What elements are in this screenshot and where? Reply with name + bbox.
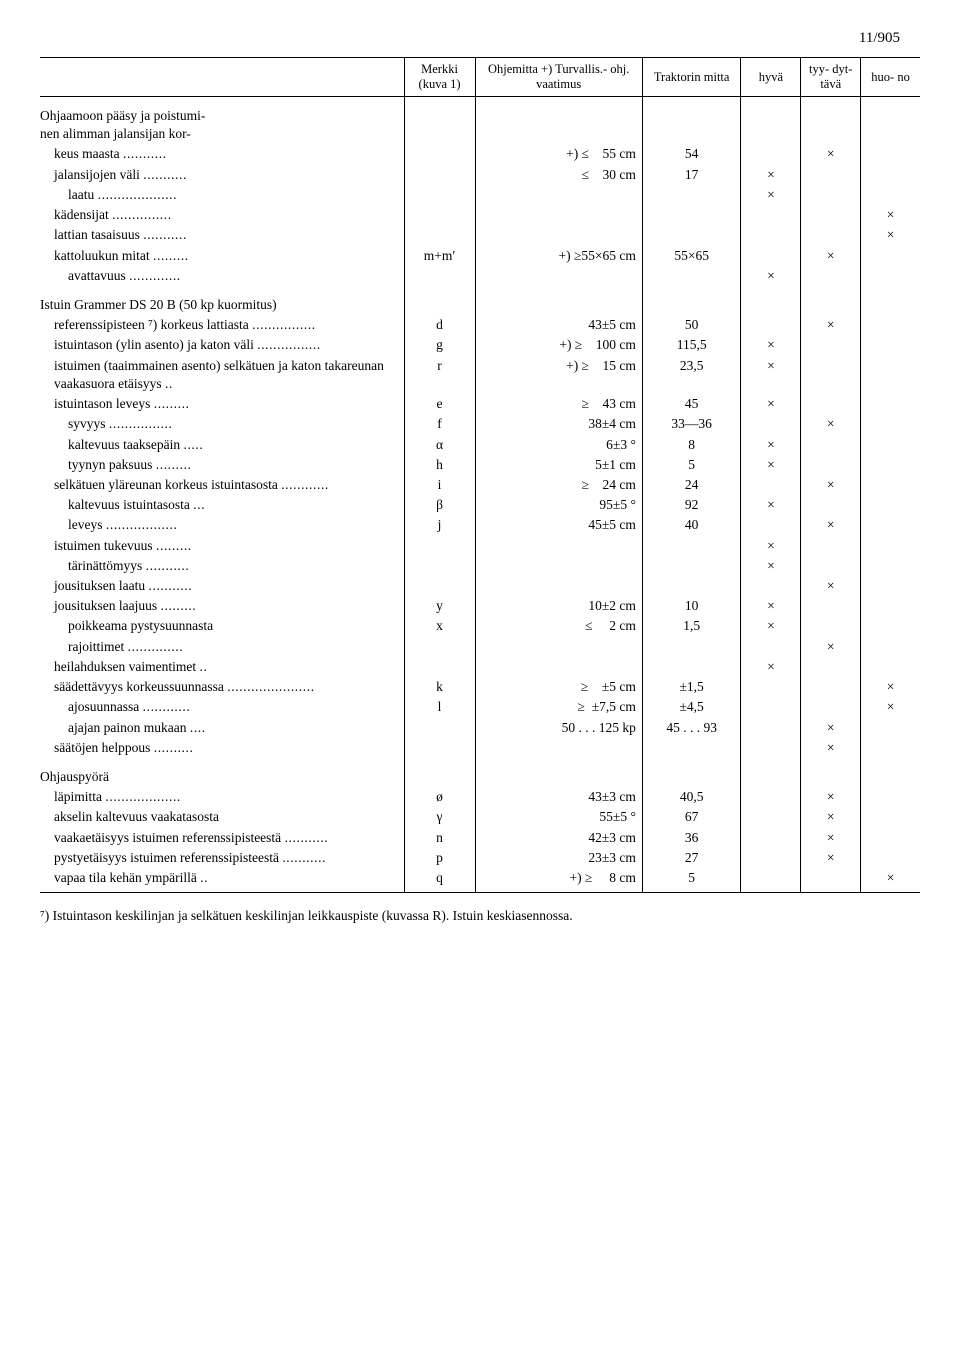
header-ohjemitta: Ohjemitta +) Turvallis.- ohj. vaatimus	[475, 58, 642, 97]
table-row: pystyetäisyys istuimen referenssipistees…	[40, 848, 920, 868]
table-row: vapaa tila kehän ympärillä ..q+) ≥ 8 cm5…	[40, 868, 920, 893]
table-row: säätöjen helppous ..........×	[40, 738, 920, 758]
table-row: selkätuen yläreunan korkeus istuintasost…	[40, 475, 920, 495]
footnote: ⁷) Istuintason keskilinjan ja selkätuen …	[40, 907, 920, 925]
table-row: istuintason leveys .........e≥ 43 cm45×	[40, 394, 920, 414]
table-row: lattian tasaisuus ...........×	[40, 225, 920, 245]
table-row: kattoluukun mitat .........m+m′+) ≥55×65…	[40, 246, 920, 266]
page-number: 11/905	[40, 30, 900, 47]
table-row: ajosuunnassa ............l≥ ±7,5 cm±4,5×	[40, 697, 920, 717]
table-row: tyynyn paksuus .........h5±1 cm5×	[40, 455, 920, 475]
table-row: heilahduksen vaimentimet ..×	[40, 657, 920, 677]
table-row: istuimen tukevuus .........×	[40, 536, 920, 556]
table-row: vaakaetäisyys istuimen referenssipistees…	[40, 828, 920, 848]
header-huono: huo- no	[861, 58, 920, 97]
header-tyy: tyy- dyt- tävä	[801, 58, 861, 97]
table-row: akselin kaltevuus vaakatasosta γ55±5 °67…	[40, 807, 920, 827]
table-row: jousituksen laajuus .........y10±2 cm10×	[40, 596, 920, 616]
table-row: jalansijojen väli ...........≤ 30 cm17×	[40, 165, 920, 185]
table-row: referenssipisteen ⁷) korkeus lattiasta .…	[40, 315, 920, 335]
table-row: tärinättömyys ...........×	[40, 556, 920, 576]
header-hyva: hyvä	[741, 58, 801, 97]
table-row: avattavuus .............×	[40, 266, 920, 286]
table-row: istuintason (ylin asento) ja katon väli …	[40, 335, 920, 355]
section-title: Istuin Grammer DS 20 B (50 kp kuormitus)	[40, 286, 404, 315]
table-row: kaltevuus istuintasosta ...β95±5 °92×	[40, 495, 920, 515]
section-title: Ohjauspyörä	[40, 758, 404, 787]
table-row: keus maasta ...........+) ≤ 55 cm54×	[40, 144, 920, 164]
table-row: kädensijat ...............×	[40, 205, 920, 225]
table-row: syvyys ................f38±4 cm33—36×	[40, 414, 920, 434]
table-row: laatu ....................×	[40, 185, 920, 205]
table-row: istuimen (taaimmainen asento) selkätuen …	[40, 356, 920, 394]
table-row: ajajan painon mukaan ....50 . . . 125 kp…	[40, 718, 920, 738]
measurement-table: Merkki (kuva 1) Ohjemitta +) Turvallis.-…	[40, 57, 920, 893]
header-traktorin: Traktorin mitta	[642, 58, 741, 97]
table-row: säädettävyys korkeussuunnassa ..........…	[40, 677, 920, 697]
table-row: rajoittimet ..............×	[40, 637, 920, 657]
table-row: poikkeama pystysuunnasta x≤ 2 cm1,5×	[40, 616, 920, 636]
table-row: läpimitta ...................ø43±3 cm40,…	[40, 787, 920, 807]
section-title: Ohjaamoon pääsy ja poistumi- nen alimman…	[40, 97, 404, 145]
table-row: jousituksen laatu ...........×	[40, 576, 920, 596]
table-row: leveys ..................j45±5 cm40×	[40, 515, 920, 535]
table-row: kaltevuus taaksepäin .....α6±3 °8×	[40, 435, 920, 455]
header-merkki: Merkki (kuva 1)	[404, 58, 475, 97]
